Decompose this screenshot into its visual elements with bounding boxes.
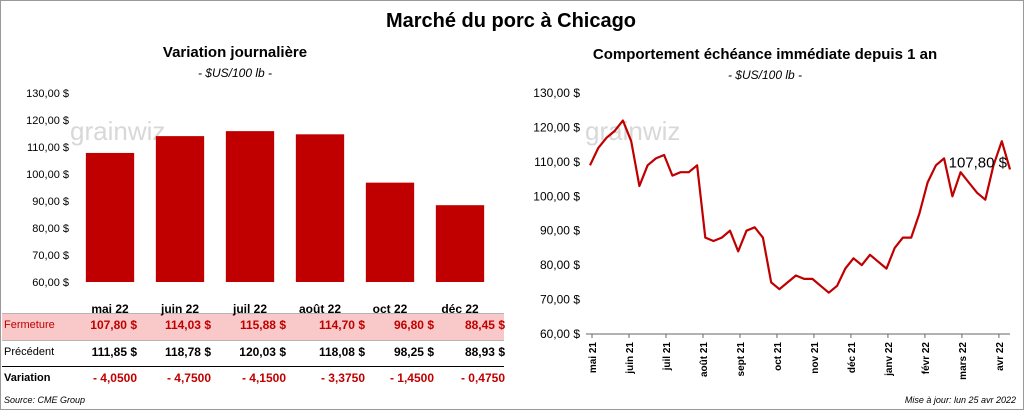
bar bbox=[155, 136, 205, 282]
bar-y-tick-label: 90,00 $ bbox=[32, 196, 69, 208]
line-y-tick-label: 70,00 $ bbox=[540, 293, 580, 307]
bar bbox=[295, 134, 345, 282]
table-cell: 96,80 $ bbox=[393, 318, 434, 332]
watermark: grainwiz bbox=[585, 116, 680, 146]
table-cell: - 1,4500 bbox=[389, 371, 434, 385]
update-note: Mise à jour: lun 25 avr 2022 bbox=[904, 395, 1016, 405]
line-x-tick-label: janv 22 bbox=[884, 342, 895, 377]
table-cell: 114,70 $ bbox=[318, 318, 365, 332]
last-value-label: 107,80 $ bbox=[949, 154, 1008, 171]
bar-category-label: oct 22 bbox=[373, 302, 408, 316]
bar bbox=[85, 152, 135, 282]
table-cell: - 3,3750 bbox=[320, 371, 365, 385]
right-chart-title: Comportement échéance immédiate depuis 1… bbox=[592, 46, 938, 63]
source-note: Source: CME Group bbox=[4, 395, 86, 405]
bar-y-tick-label: 70,00 $ bbox=[32, 250, 69, 262]
table-cell: 88,93 $ bbox=[464, 345, 505, 359]
table-row-label: Fermeture bbox=[4, 319, 55, 331]
watermark: grainwiz bbox=[70, 116, 165, 146]
table-cell: 118,08 $ bbox=[318, 345, 365, 359]
line-x-tick-label: oct 21 bbox=[773, 342, 784, 371]
table-cell: 114,03 $ bbox=[164, 318, 211, 332]
bar-category-label: déc 22 bbox=[441, 302, 479, 316]
bar bbox=[225, 131, 275, 282]
left-chart-title: Variation journalière bbox=[162, 44, 308, 61]
price-series-line bbox=[589, 119, 1012, 294]
bar bbox=[365, 182, 415, 282]
table-separator bbox=[2, 366, 504, 367]
table-cell: 111,85 $ bbox=[91, 345, 137, 359]
left-chart-subtitle: - $US/100 lb - bbox=[197, 66, 273, 80]
main-title: Marché du porc à Chicago bbox=[385, 10, 637, 32]
line-y-tick-label: 90,00 $ bbox=[540, 224, 580, 238]
table-cell: - 4,0500 bbox=[92, 371, 137, 385]
line-x-tick-label: nov 21 bbox=[810, 342, 821, 374]
line-x-tick-label: mars 22 bbox=[958, 342, 969, 380]
line-y-tick-label: 80,00 $ bbox=[540, 258, 580, 272]
line-y-tick-label: 120,00 $ bbox=[533, 120, 580, 134]
table-cell: 115,88 $ bbox=[239, 318, 286, 332]
table-cell: - 4,7500 bbox=[166, 371, 211, 385]
bar-chart: 60,00 $ 70,00 $ 80,00 $ 90,00 $ 100,00 $ 110,… bbox=[26, 88, 485, 316]
line-y-tick-label: 110,00 $ bbox=[534, 155, 580, 169]
fermeture-row-background bbox=[2, 313, 504, 341]
line-x-tick-label: juil 21 bbox=[662, 342, 673, 372]
table-cell: 98,25 $ bbox=[393, 345, 434, 359]
line-x-tick-label: févr 22 bbox=[921, 342, 932, 375]
table-cell: 88,45 $ bbox=[464, 318, 505, 332]
table-cell: - 0,4750 bbox=[460, 371, 505, 385]
table-cell: - 4,1500 bbox=[241, 371, 286, 385]
bar-category-label: août 22 bbox=[299, 302, 341, 316]
bar-y-tick-label: 60,00 $ bbox=[32, 277, 69, 289]
line-x-tick-label: déc 21 bbox=[847, 342, 858, 374]
line-y-tick-label: 130,00 $ bbox=[533, 86, 580, 100]
bar-category-label: juin 22 bbox=[160, 302, 199, 316]
bar-category-label: mai 22 bbox=[91, 302, 129, 316]
line-y-tick-label: 60,00 $ bbox=[540, 327, 580, 341]
bar-category-label: juil 22 bbox=[232, 302, 267, 316]
line-x-tick-label: août 21 bbox=[699, 342, 710, 377]
line-x-tick-label: sept 21 bbox=[736, 342, 747, 377]
bar-y-tick-label: 100,00 $ bbox=[26, 169, 69, 181]
table-row-label: Précédent bbox=[4, 346, 55, 358]
table-cell: 120,03 $ bbox=[239, 345, 286, 359]
bar bbox=[435, 205, 485, 282]
bar-y-tick-label: 110,00 $ bbox=[27, 142, 69, 154]
line-x-tick-label: juin 21 bbox=[625, 342, 636, 375]
right-chart-subtitle: - $US/100 lb - bbox=[727, 68, 803, 82]
bar-y-tick-label: 120,00 $ bbox=[26, 115, 69, 127]
line-x-tick-label: avr 22 bbox=[995, 342, 1006, 371]
line-x-tick-label: mai 21 bbox=[588, 342, 599, 374]
line-chart: 60,00 $ 70,00 $ 80,00 $ 90,00 $ 100,00 $ 110,… bbox=[533, 86, 1012, 380]
bar-y-tick-label: 80,00 $ bbox=[32, 223, 69, 235]
bar-y-tick-label: 130,00 $ bbox=[26, 88, 69, 100]
table-cell: 118,78 $ bbox=[164, 345, 211, 359]
line-y-tick-label: 100,00 $ bbox=[533, 189, 580, 203]
table-row-label: Variation bbox=[4, 372, 51, 384]
table-cell: 107,80 $ bbox=[90, 318, 137, 332]
